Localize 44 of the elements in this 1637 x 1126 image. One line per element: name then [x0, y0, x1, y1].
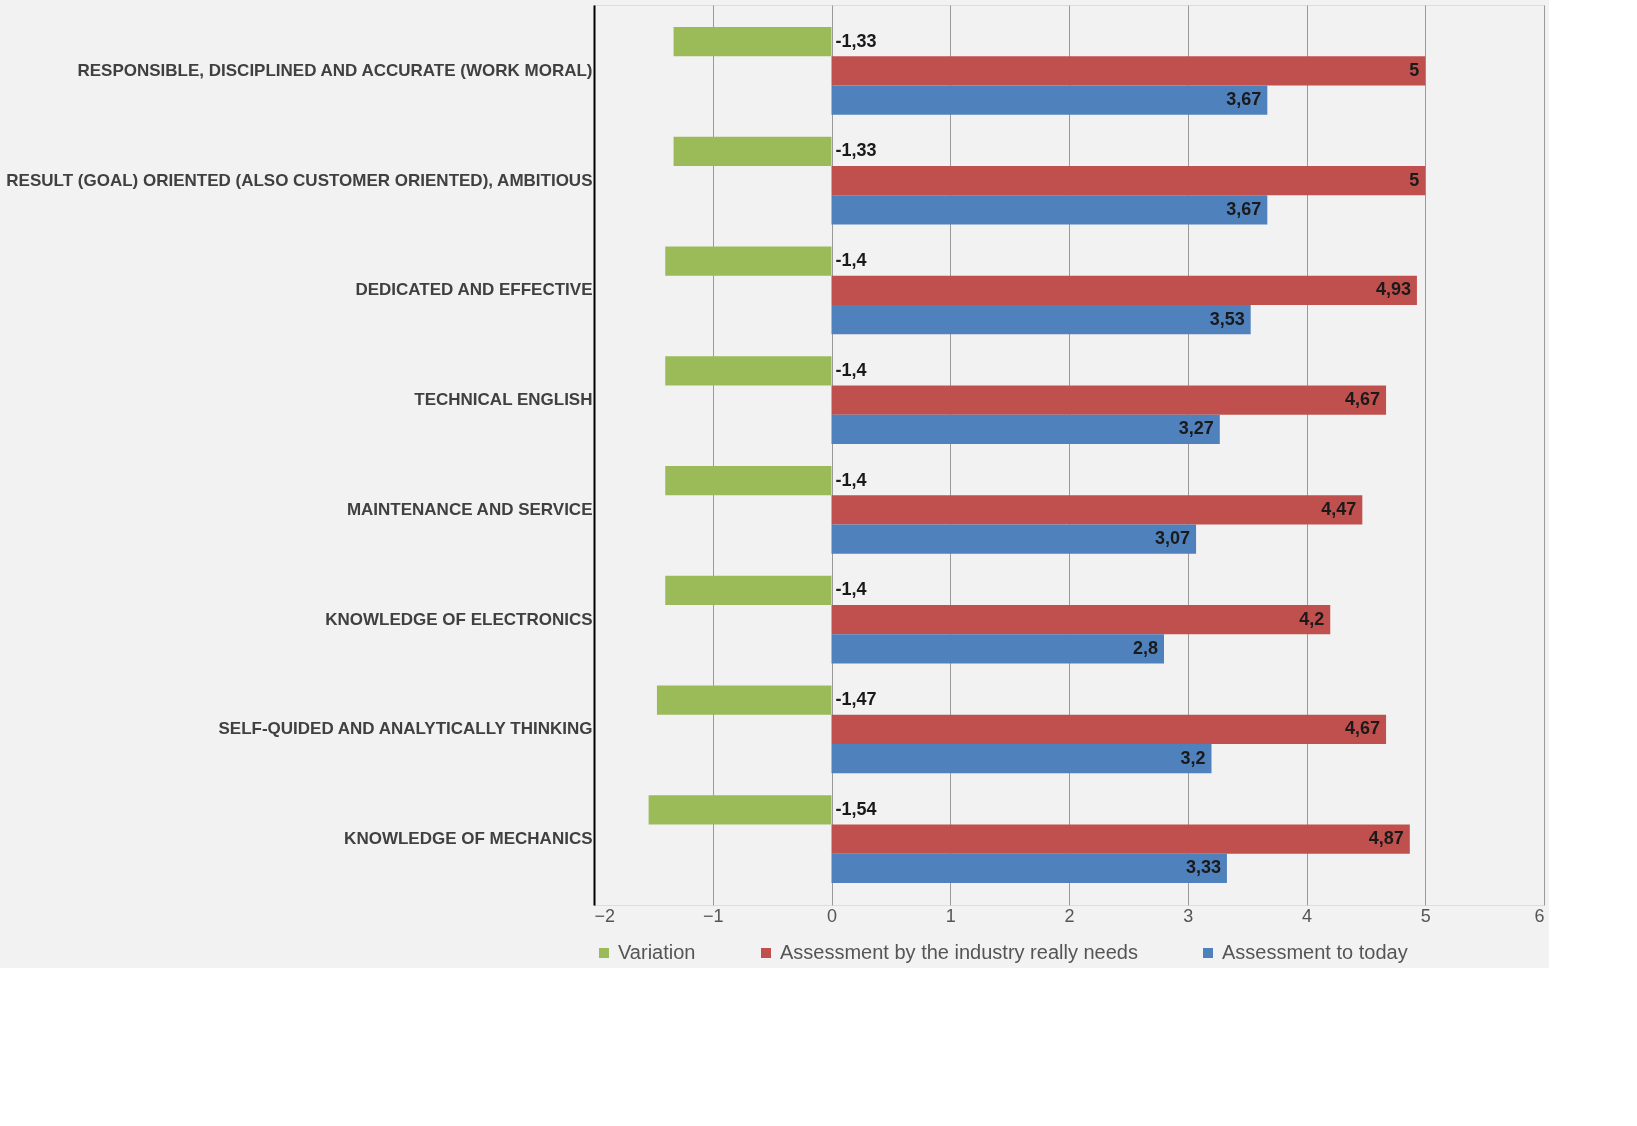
data-label: -1,33 [835, 140, 877, 161]
y-tick-label: TECHNICAL ENGLISH [414, 390, 593, 410]
data-label: 4,93 [1375, 279, 1411, 300]
y-tick-label: MAINTENANCE AND SERVICE [346, 499, 593, 519]
data-label: 5 [1409, 59, 1420, 80]
data-label: 4,67 [1345, 718, 1381, 739]
x-tick-label: 0 [826, 905, 838, 926]
data-label: 4,47 [1321, 498, 1357, 519]
data-label: 4,2 [1299, 608, 1325, 629]
data-label: -1,4 [835, 579, 867, 600]
data-label: -1,54 [835, 798, 877, 819]
x-tick-label: −2 [594, 905, 616, 926]
data-label: -1,4 [835, 359, 867, 380]
x-tick-label: 5 [1420, 905, 1431, 926]
legend-label: Variation [618, 941, 696, 963]
data-label: 3,27 [1178, 418, 1214, 439]
x-tick-label: 2 [1064, 905, 1075, 926]
legend-label: Assessment by the industry really needs [780, 941, 1138, 963]
y-tick-label: KNOWLEDGE OF ELECTRONICS [325, 609, 593, 629]
data-label: 2,8 [1132, 637, 1158, 658]
data-label: 3,67 [1226, 89, 1262, 110]
y-tick-label: SELF-QUIDED AND ANALYTICALLY THINKING [218, 719, 593, 739]
data-label: 3,2 [1180, 747, 1206, 768]
y-tick-label: DEDICATED AND EFFECTIVE [355, 280, 593, 300]
data-label: 3,53 [1209, 308, 1245, 329]
data-label: 3,07 [1155, 528, 1191, 549]
data-label: 4,87 [1368, 828, 1404, 849]
data-label: -1,47 [835, 689, 877, 710]
y-tick-label: KNOWLEDGE OF MECHANICS [344, 829, 593, 849]
data-label: -1,4 [835, 250, 867, 271]
data-label: -1,4 [835, 469, 867, 490]
data-label: 3,67 [1226, 198, 1262, 219]
y-tick-label: RESULT (GOAL) ORIENTED (ALSO CUSTOMER ORIENTED), AMBITIOUS [6, 170, 593, 190]
legend-label: Assessment to today [1222, 941, 1408, 963]
y-tick-label: RESPONSIBLE, DISCIPLINED AND ACCURATE (WORK MORAL) [77, 60, 593, 80]
x-tick-label: 1 [945, 905, 956, 926]
x-tick-label: 3 [1183, 905, 1194, 926]
data-label: 5 [1409, 169, 1420, 190]
data-label: 3,33 [1185, 857, 1221, 878]
x-tick-label: 4 [1301, 905, 1313, 926]
data-label: -1,33 [835, 30, 877, 51]
data-label: 4,67 [1345, 389, 1381, 410]
x-tick-label: 6 [1534, 905, 1545, 926]
x-tick-label: −1 [702, 905, 724, 926]
